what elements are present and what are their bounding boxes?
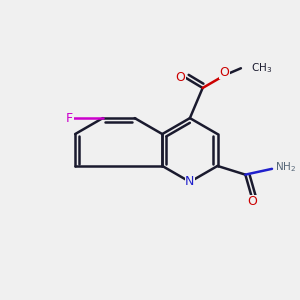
Text: O: O <box>176 71 185 84</box>
Text: N: N <box>185 176 195 188</box>
Text: NH$_2$: NH$_2$ <box>275 160 296 174</box>
Text: O: O <box>248 195 257 208</box>
Text: F: F <box>66 112 73 124</box>
Text: CH$_3$: CH$_3$ <box>251 61 273 75</box>
Text: O: O <box>220 66 230 79</box>
